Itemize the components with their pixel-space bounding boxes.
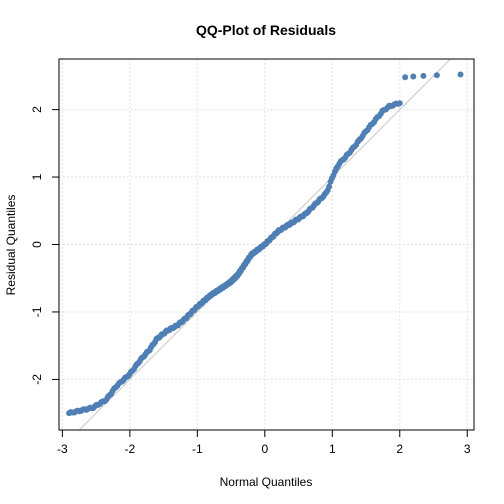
x-tick-label: -2 xyxy=(125,442,136,456)
x-tick-label: 3 xyxy=(464,442,471,456)
x-tick-label: 2 xyxy=(396,442,403,456)
chart-title: QQ-Plot of Residuals xyxy=(196,22,336,38)
y-tick-label: 1 xyxy=(30,173,44,180)
y-tick-label: 2 xyxy=(30,106,44,113)
x-tick-label: 0 xyxy=(261,442,268,456)
data-point xyxy=(433,72,440,79)
y-tick-label: -2 xyxy=(30,374,44,385)
x-axis-label: Normal Quantiles xyxy=(220,475,313,489)
data-point xyxy=(420,72,427,79)
data-point xyxy=(326,183,333,190)
data-point xyxy=(457,71,464,78)
x-tick-label: -3 xyxy=(57,442,68,456)
data-point xyxy=(402,74,409,81)
y-tick-label: 0 xyxy=(30,241,44,248)
x-tick-label: -1 xyxy=(192,442,203,456)
data-point xyxy=(410,73,417,80)
y-axis: -2 -1 0 1 2 xyxy=(30,106,59,385)
y-tick-label: -1 xyxy=(30,306,44,317)
x-tick-label: 1 xyxy=(329,442,336,456)
data-point xyxy=(396,100,403,107)
data-points xyxy=(66,71,464,417)
y-axis-label: Residual Quantiles xyxy=(4,195,18,296)
x-axis: -3 -2 -1 0 1 2 3 xyxy=(57,430,471,456)
